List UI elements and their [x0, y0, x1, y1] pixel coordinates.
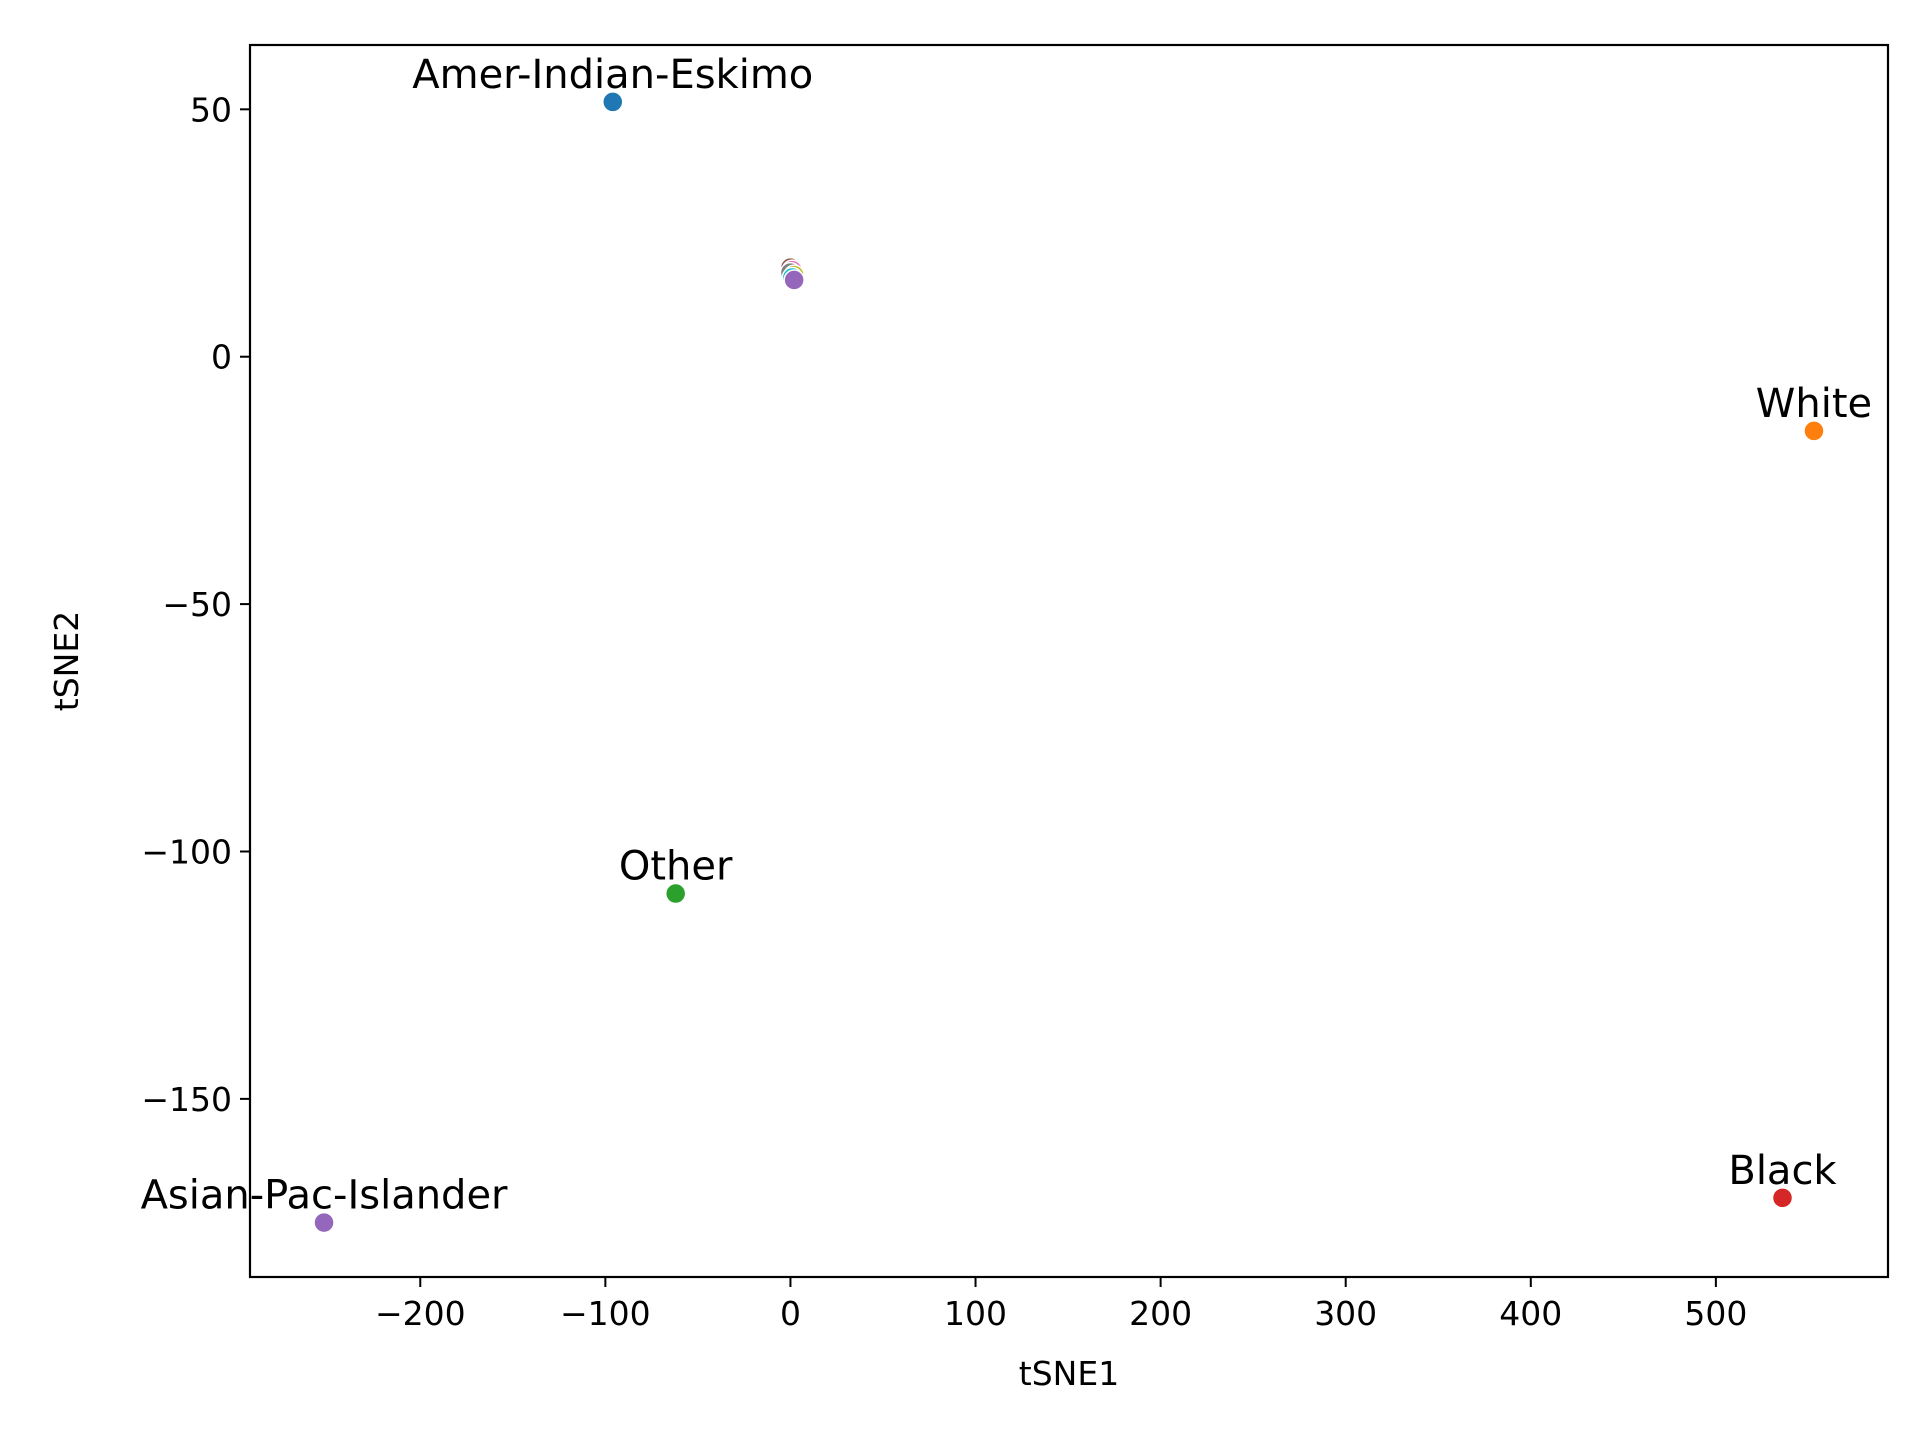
- point-label: Other: [619, 844, 733, 890]
- data-point: [1771, 1187, 1794, 1209]
- point-label: Amer-Indian-Eskimo: [412, 52, 813, 98]
- data-point: [664, 882, 687, 905]
- plot-area: [248, 43, 1890, 1279]
- y-tick-label: 0: [211, 338, 232, 377]
- data-point: [783, 269, 805, 291]
- x-tick-label: −100: [560, 1294, 651, 1333]
- point-label: Black: [1728, 1148, 1837, 1194]
- plot-frame: [248, 43, 1890, 1279]
- data-point: [602, 91, 624, 113]
- x-tick-label: 500: [1684, 1294, 1747, 1333]
- data-points: [313, 91, 1825, 1234]
- point-label: White: [1756, 381, 1872, 427]
- x-tick-label: 0: [780, 1294, 801, 1333]
- x-tick-label: 400: [1499, 1294, 1562, 1333]
- x-tick-label: 300: [1314, 1294, 1377, 1333]
- y-tick-label: −150: [141, 1080, 232, 1119]
- y-tick-label: −100: [141, 832, 232, 871]
- x-tick-label: 100: [944, 1294, 1007, 1333]
- x-tick-label: −200: [375, 1294, 466, 1333]
- x-tick-label: 200: [1129, 1294, 1192, 1333]
- x-axis-title: tSNE1: [1019, 1354, 1119, 1393]
- y-tick-label: −50: [162, 585, 232, 624]
- y-axis-title: tSNE2: [47, 611, 86, 711]
- y-tick-label: 50: [190, 90, 232, 129]
- data-point: [1803, 420, 1825, 442]
- point-labels: Amer-Indian-Eskimo White Other Black Asian-P…: [141, 52, 1873, 1219]
- data-point: [313, 1211, 335, 1234]
- point-label: Asian-Pac-Islander: [141, 1173, 508, 1219]
